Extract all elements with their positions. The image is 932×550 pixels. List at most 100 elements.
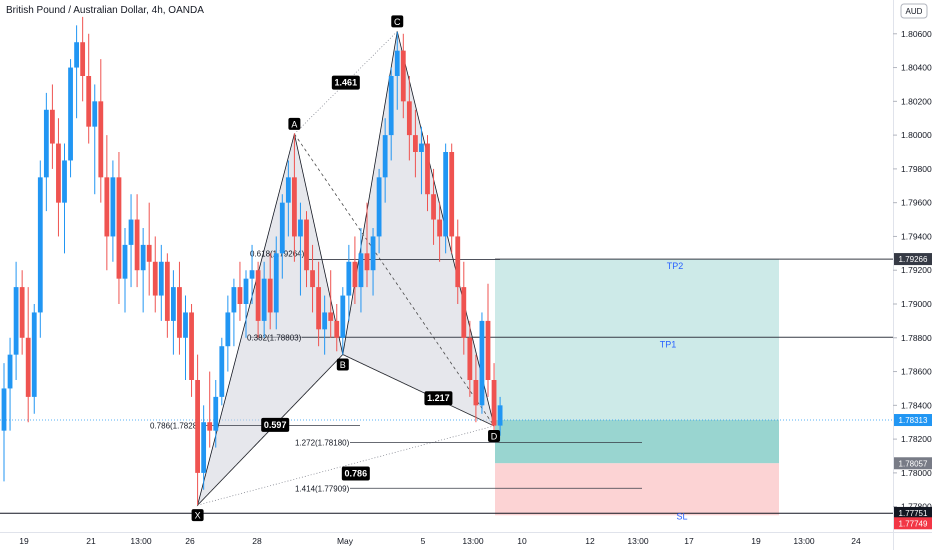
candle-body[interactable] [171,287,176,321]
currency-box[interactable] [900,3,928,19]
candle-body[interactable] [406,101,412,136]
candle-body[interactable] [80,42,86,76]
candle-body[interactable] [201,422,207,473]
candle-body[interactable] [249,270,255,279]
candle-body[interactable] [1,388,7,431]
candle-body[interactable] [237,287,243,304]
candle-body[interactable] [158,261,164,296]
x-tick-label: 17 [684,536,694,546]
candle-body[interactable] [213,396,219,431]
candle-body[interactable] [497,405,503,426]
candle-body[interactable] [473,380,479,406]
candle-body[interactable] [68,67,73,161]
candle-body[interactable] [358,253,364,288]
candle-body[interactable] [62,160,67,203]
y-tick-label: 1.79600 [901,198,932,208]
ratio-tag [331,75,360,90]
candle-body[interactable] [261,278,267,321]
candle-body[interactable] [183,312,188,338]
candle-body[interactable] [425,143,430,195]
take-profit-zone[interactable] [495,259,779,421]
point-d-label: D [491,431,498,441]
candle-body[interactable] [467,337,473,380]
candle-body[interactable] [37,177,43,313]
candle-body[interactable] [31,312,37,397]
candle-body[interactable] [322,312,328,330]
candle-body[interactable] [419,143,424,152]
candle-body[interactable] [285,177,291,203]
candle-body[interactable] [110,177,116,237]
entry-to-stop-zone[interactable] [495,420,779,464]
candle-body[interactable] [92,101,98,127]
candle-body[interactable] [152,261,158,296]
candle-body[interactable] [346,261,352,296]
candle-body[interactable] [207,422,213,431]
tp2-label: TP2 [667,261,684,271]
candle-body[interactable] [334,320,340,338]
candle-body[interactable] [376,177,382,237]
candle-body[interactable] [431,194,436,220]
candle-body[interactable] [449,152,455,237]
candle-body[interactable] [382,135,388,178]
candle-body[interactable] [388,76,394,136]
candle-body[interactable] [164,261,170,321]
chart-title: British Pound / Australian Dollar, 4h, O… [6,5,204,16]
candle-body[interactable] [104,177,110,237]
x-tick-label: 28 [252,536,262,546]
candle-body[interactable] [13,287,19,355]
candle-body[interactable] [189,312,194,380]
candle-body[interactable] [273,253,279,313]
stop-loss-zone[interactable] [495,463,779,516]
candle-body[interactable] [140,244,146,271]
candle-body[interactable] [7,354,13,389]
fib-level-label: 1.272(1.78180) [295,438,350,447]
candle-body[interactable] [243,278,249,304]
candle-body[interactable] [394,50,400,76]
x-tick-label: 26 [185,536,195,546]
candle-body[interactable] [86,76,92,127]
candle-body[interactable] [370,236,376,271]
candle-body[interactable] [279,202,285,254]
candle-body[interactable] [195,380,200,473]
x-tick-label: 19 [19,536,29,546]
candle-body[interactable] [304,219,309,271]
candle-body[interactable] [56,143,61,203]
candle-body[interactable] [122,244,128,279]
candle-body[interactable] [219,346,225,397]
candle-body[interactable] [364,253,370,271]
candle-body[interactable] [413,135,418,152]
candle-body[interactable] [340,295,346,338]
candle-body[interactable] [328,312,334,321]
candle-body[interactable] [298,219,303,237]
candle-body[interactable] [443,152,449,237]
candle-body[interactable] [98,101,104,178]
candle-body[interactable] [146,244,152,262]
xd-ratio-line [197,425,495,506]
candle-body[interactable] [116,177,122,279]
candle-body[interactable] [292,177,297,237]
candle-body[interactable] [19,287,25,338]
candle-body[interactable] [400,50,406,102]
candle-body[interactable] [455,236,461,288]
candle-body[interactable] [479,320,485,406]
candle-body[interactable] [491,380,497,426]
candle-body[interactable] [310,270,315,288]
candle-body[interactable] [461,287,467,338]
candle-body[interactable] [231,287,237,313]
candle-body[interactable] [134,219,140,271]
candle-body[interactable] [352,261,358,288]
candle-body[interactable] [177,287,182,338]
candle-body[interactable] [485,320,491,380]
candle-body[interactable] [437,219,442,237]
candle-body[interactable] [225,312,231,347]
candle-body[interactable] [25,337,31,397]
ad-ratio-line [294,133,495,427]
candle-body[interactable] [43,109,49,178]
candle-body[interactable] [128,219,134,245]
candle-body[interactable] [50,109,55,144]
candle-body[interactable] [74,42,79,68]
candle-body[interactable] [316,287,321,330]
candle-body[interactable] [255,270,261,321]
candle-body[interactable] [267,278,273,313]
